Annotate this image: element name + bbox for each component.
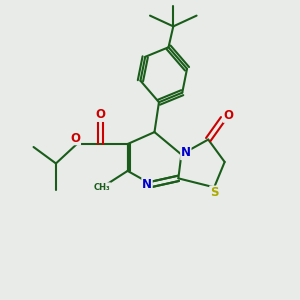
Text: O: O [224,109,233,122]
Text: O: O [70,132,80,145]
Text: CH₃: CH₃ [94,183,110,192]
Text: N: N [181,146,191,160]
Text: S: S [210,186,218,199]
Text: N: N [142,178,152,191]
Text: O: O [96,108,106,121]
